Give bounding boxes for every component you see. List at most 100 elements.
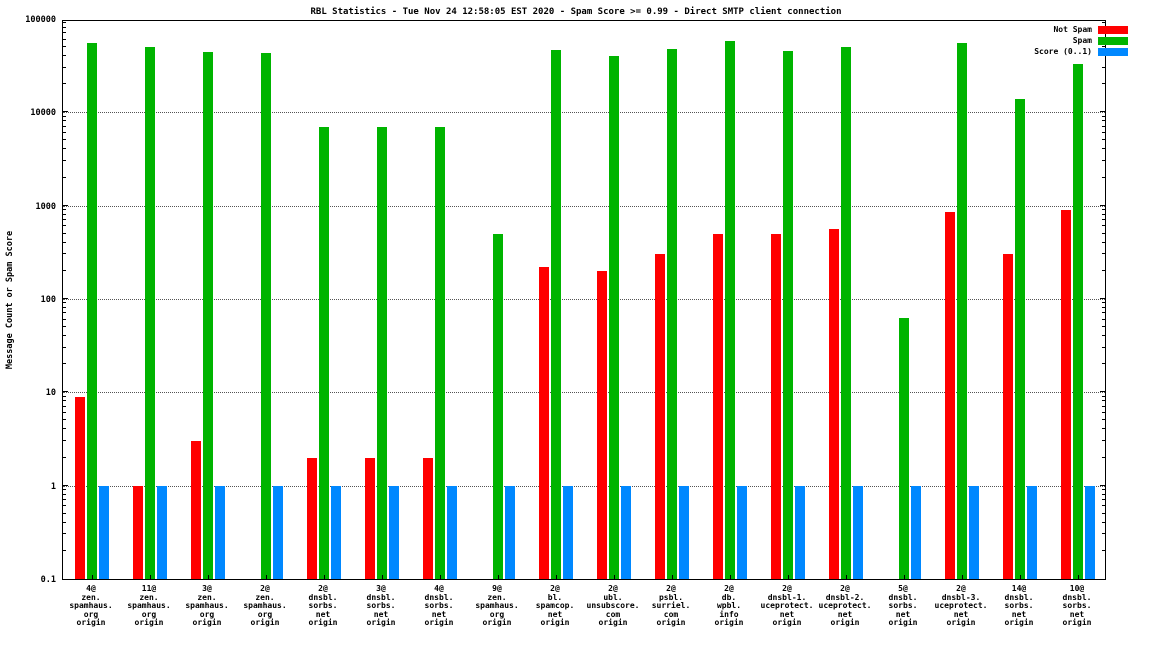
x-tick-label: 2@ dnsbl-1. uceprotect. net origin xyxy=(760,584,814,627)
bar-not-spam xyxy=(1003,254,1013,579)
y-minor-tick xyxy=(63,440,66,442)
bar-not-spam xyxy=(1061,209,1071,579)
y-minor-tick xyxy=(1102,148,1105,150)
y-tick-label: 10000 xyxy=(30,108,56,119)
x-tick xyxy=(150,575,151,579)
bar-not-spam xyxy=(829,229,839,579)
bar-not-spam xyxy=(655,254,665,579)
bar-not-spam xyxy=(191,441,201,579)
x-tick-label: 5@ dnsbl. sorbs. net origin xyxy=(888,584,918,627)
bar-not-spam xyxy=(133,485,143,579)
y-minor-tick xyxy=(1102,499,1105,501)
bar-not-spam xyxy=(945,212,955,579)
bar-spam xyxy=(145,47,155,579)
bar-spam xyxy=(87,43,97,579)
y-minor-tick xyxy=(1102,269,1105,271)
x-tick xyxy=(498,575,499,579)
y-minor-tick xyxy=(1102,66,1105,68)
legend-swatch xyxy=(1098,47,1128,56)
y-minor-tick xyxy=(63,307,66,309)
y-tick-label: 1000 xyxy=(35,201,56,212)
bar-score-0-1 xyxy=(1085,485,1095,579)
bar-spam xyxy=(667,48,677,579)
y-major-tick xyxy=(63,391,68,393)
y-major-tick xyxy=(1100,391,1105,393)
x-tick-label: 10@ dnsbl. sorbs. net origin xyxy=(1062,584,1092,627)
bar-not-spam xyxy=(365,457,375,579)
bar-not-spam xyxy=(539,267,549,579)
bar-spam xyxy=(783,51,793,579)
y-minor-tick xyxy=(1102,125,1105,127)
y-minor-tick xyxy=(63,148,66,150)
y-minor-tick xyxy=(63,363,66,365)
y-minor-tick xyxy=(1102,132,1105,134)
x-tick xyxy=(788,575,789,579)
y-minor-tick xyxy=(1102,395,1105,397)
y-minor-tick xyxy=(1102,176,1105,178)
y-minor-tick xyxy=(63,139,66,141)
gridline xyxy=(63,299,1105,300)
x-tick-label: 2@ psbl. surriel. com origin xyxy=(651,584,691,627)
bar-score-0-1 xyxy=(679,485,689,579)
y-minor-tick xyxy=(63,419,66,421)
bar-score-0-1 xyxy=(157,485,167,579)
bar-score-0-1 xyxy=(505,485,515,579)
y-minor-tick xyxy=(1102,549,1105,551)
y-minor-tick xyxy=(63,521,66,523)
bar-score-0-1 xyxy=(911,485,921,579)
bar-not-spam xyxy=(597,270,607,579)
gridline xyxy=(63,392,1105,394)
x-tick-label: 14@ dnsbl. sorbs. net origin xyxy=(1004,584,1034,627)
x-tick-label: 4@ zen. spamhaus. org origin xyxy=(69,584,113,627)
x-tick-label: 2@ dnsbl. sorbs. net origin xyxy=(308,584,338,627)
x-tick-label: 11@ zen. spamhaus. org origin xyxy=(127,584,171,627)
y-minor-tick xyxy=(63,400,66,402)
bar-score-0-1 xyxy=(447,485,457,579)
y-minor-tick xyxy=(63,160,66,162)
y-minor-tick xyxy=(63,176,66,178)
bar-spam xyxy=(551,50,561,579)
y-minor-tick xyxy=(63,346,66,348)
x-tick-label: 9@ zen. spamhaus. org origin xyxy=(475,584,519,627)
gridline xyxy=(63,112,1105,114)
y-minor-tick xyxy=(1102,83,1105,85)
x-tick xyxy=(846,575,847,579)
x-tick-label: 2@ dnsbl-3. uceprotect. net origin xyxy=(934,584,988,627)
y-minor-tick xyxy=(63,302,66,304)
bar-not-spam xyxy=(423,457,433,579)
y-minor-tick xyxy=(1102,363,1105,365)
x-tick xyxy=(1020,575,1021,579)
y-major-tick xyxy=(63,484,68,486)
legend-swatch xyxy=(1098,36,1128,45)
y-minor-tick xyxy=(1102,120,1105,122)
x-tick xyxy=(672,575,673,579)
y-tick-label: 1 xyxy=(50,481,56,492)
y-tick-label: 100 xyxy=(40,295,56,305)
y-minor-tick xyxy=(1102,488,1105,490)
y-minor-tick xyxy=(63,312,66,314)
y-major-tick xyxy=(1100,204,1105,206)
y-minor-tick xyxy=(63,269,66,271)
y-minor-tick xyxy=(63,318,66,320)
y-minor-tick xyxy=(63,46,66,48)
y-minor-tick xyxy=(63,213,66,215)
y-minor-tick xyxy=(63,533,66,535)
y-major-tick xyxy=(1100,111,1105,113)
y-minor-tick xyxy=(63,219,66,221)
x-tick xyxy=(324,575,325,579)
y-minor-tick xyxy=(63,326,66,328)
x-tick xyxy=(556,575,557,579)
x-tick xyxy=(266,575,267,579)
y-minor-tick xyxy=(1102,253,1105,255)
y-minor-tick xyxy=(63,83,66,85)
x-tick xyxy=(440,575,441,579)
legend-row: Score (0..1) xyxy=(1034,47,1128,56)
bar-not-spam xyxy=(771,233,781,579)
y-minor-tick xyxy=(63,241,66,243)
y-minor-tick xyxy=(63,55,66,57)
x-tick xyxy=(382,575,383,579)
bar-spam xyxy=(261,53,271,579)
y-minor-tick xyxy=(1102,312,1105,314)
x-tick-label: 2@ db. wpbl. info origin xyxy=(714,584,744,627)
y-minor-tick xyxy=(1102,241,1105,243)
